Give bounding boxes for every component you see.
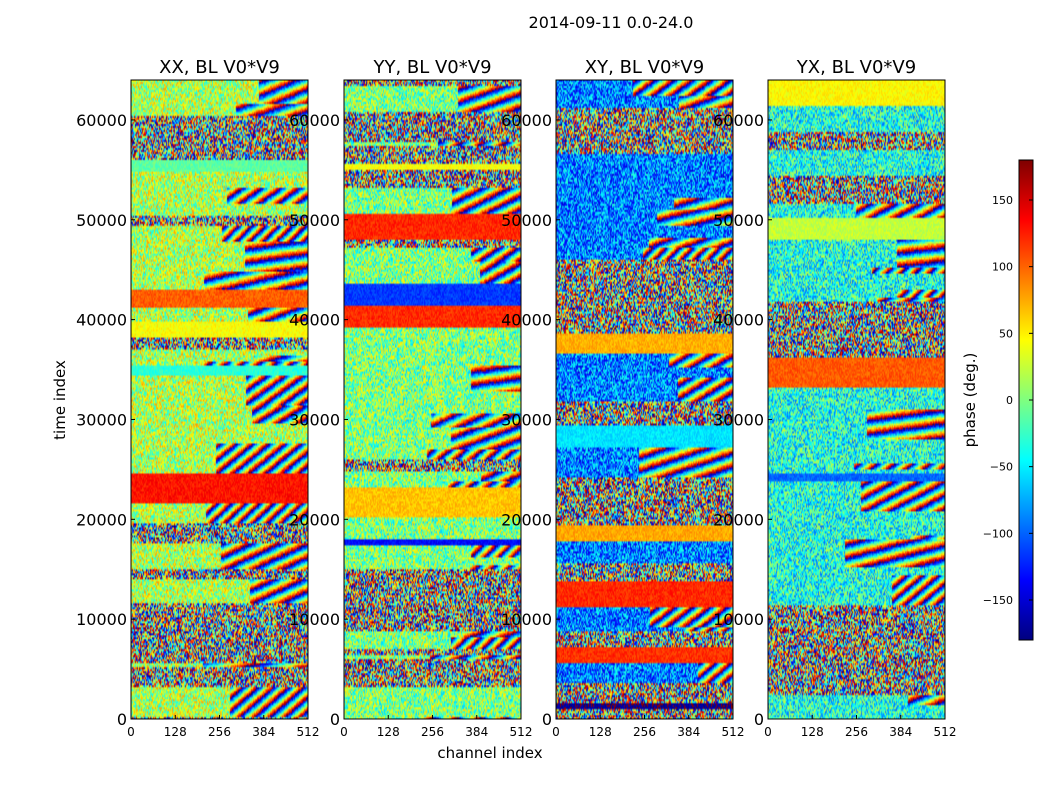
panel-title: XX, BL V0*V9 [159,57,280,78]
panel-title: XY, BL V0*V9 [585,57,704,78]
y-axis-label: time index [51,360,69,440]
y-tick-label: 10000 [76,610,127,629]
x-tick-label: 128 [164,725,187,739]
y-tick-label: 50000 [501,211,552,230]
y-tick-label: 30000 [76,410,127,429]
y-tick-label: 30000 [501,410,552,429]
panel-title: YY, BL V0*V9 [372,57,491,78]
y-tick-label: 50000 [713,211,764,230]
y-tick-label: 60000 [713,111,764,130]
x-tick-label: 512 [934,725,957,739]
x-tick-label: 256 [208,725,231,739]
heatmap-panel-4: YX, BL V0*V9 0 128 256 384 512 0 10000 20000 3000… [713,57,956,739]
x-tick-label: 512 [510,725,533,739]
x-tick-label: 384 [465,725,488,739]
x-tick-label: 256 [421,725,444,739]
y-tick-label: 20000 [289,510,340,529]
y-tick-label: 20000 [713,510,764,529]
x-tick-label: 512 [722,725,745,739]
x-tick-label: 0 [127,725,135,739]
heatmap-panel-1: XX, BL V0*V9 0 128 256 384 512 0 10000 20000 3000… [76,57,319,739]
x-tick-label: 128 [377,725,400,739]
x-tick-label: 128 [589,725,612,739]
colorbar: 150 100 50 0 −50 −100 −150 phase (deg.) [961,159,1034,641]
colorbar-tick-label: 100 [992,261,1013,274]
colorbar-tick-label: −50 [990,461,1013,474]
y-tick-label: 50000 [289,211,340,230]
y-tick-label: 30000 [713,410,764,429]
figure-suptitle: 2014-09-11 0.0-24.0 [529,13,694,32]
x-tick-label: 384 [889,725,912,739]
y-tick-label: 40000 [76,311,127,330]
colorbar-tick-label: 0 [1006,394,1013,407]
heatmap-image [131,80,308,719]
y-tick-label: 0 [330,710,340,729]
y-tick-label: 20000 [76,510,127,529]
y-tick-label: 50000 [76,211,127,230]
heatmap-image [556,80,733,719]
heatmap-image [768,80,945,719]
y-tick-label: 0 [542,710,552,729]
x-axis-label: channel index [437,744,542,762]
x-tick-label: 0 [552,725,560,739]
y-tick-label: 40000 [713,311,764,330]
heatmap-image [344,80,521,719]
colorbar-tick-label: −100 [983,527,1013,540]
colorbar-tick-label: −150 [983,594,1013,607]
y-tick-label: 10000 [713,610,764,629]
x-tick-label: 128 [801,725,824,739]
colorbar-label: phase (deg.) [961,353,979,448]
heatmap-panel-2: YY, BL V0*V9 0 128 256 384 512 0 10000 20000 3000… [289,57,532,739]
panel-title: YX, BL V0*V9 [796,57,916,78]
y-tick-label: 0 [117,710,127,729]
y-tick-label: 10000 [289,610,340,629]
heatmap-panel-3: XY, BL V0*V9 0 128 256 384 512 0 10000 20000 3000… [501,57,744,739]
x-tick-label: 384 [677,725,700,739]
x-tick-label: 384 [252,725,275,739]
y-tick-label: 60000 [501,111,552,130]
y-tick-label: 40000 [501,311,552,330]
heatmap-panels: XX, BL V0*V9 0 128 256 384 512 0 10000 20000 3000… [76,57,956,739]
colorbar-tick-label: 50 [999,327,1013,340]
x-tick-label: 0 [340,725,348,739]
y-tick-label: 60000 [289,111,340,130]
x-tick-label: 256 [633,725,656,739]
x-tick-label: 256 [845,725,868,739]
y-tick-label: 10000 [501,610,552,629]
y-tick-label: 20000 [501,510,552,529]
y-tick-label: 40000 [289,311,340,330]
y-tick-label: 60000 [76,111,127,130]
colorbar-tick-label: 150 [992,194,1013,207]
y-tick-label: 0 [754,710,764,729]
y-tick-label: 30000 [289,410,340,429]
x-tick-label: 0 [764,725,772,739]
x-tick-label: 512 [297,725,320,739]
